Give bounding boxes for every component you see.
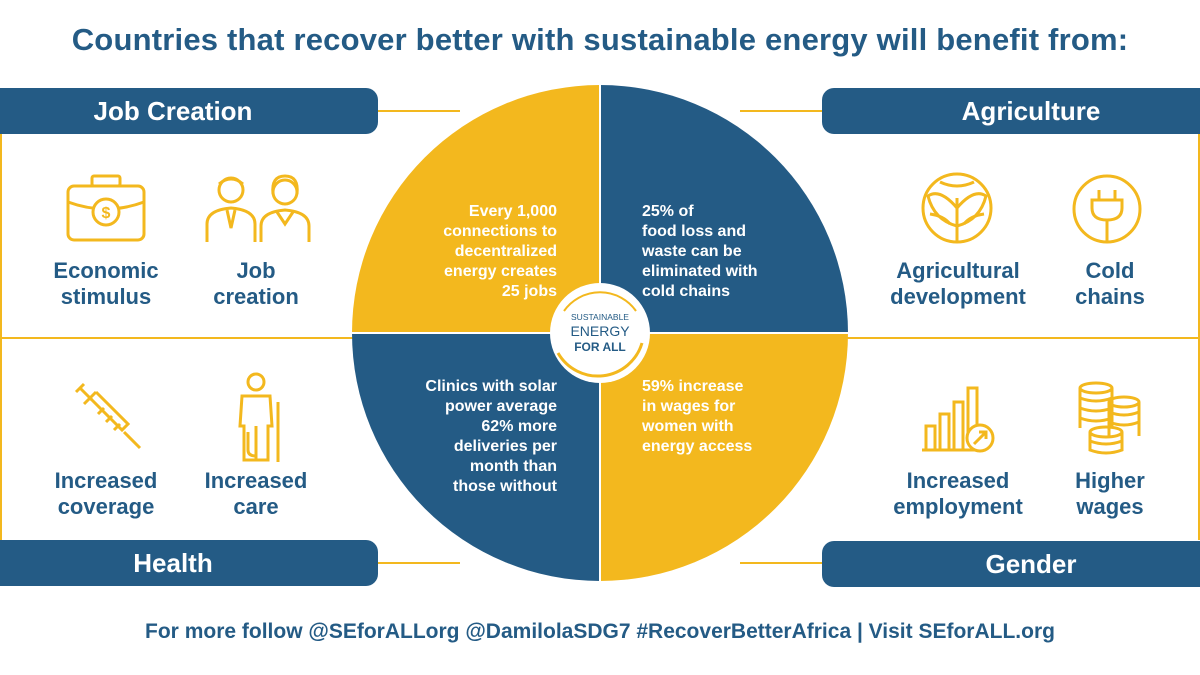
- label-cold-chains: Cold chains: [1060, 258, 1160, 310]
- label-line: Higher: [1075, 468, 1145, 493]
- logo-text-energy: ENERGY: [570, 323, 630, 339]
- label-line: employment: [893, 494, 1023, 519]
- divider-line: [0, 337, 360, 339]
- label-line: chains: [1075, 284, 1145, 309]
- quad-line: 62% more: [481, 418, 557, 435]
- label-higher-wages: Higher wages: [1060, 468, 1160, 520]
- heading-label: Gender: [985, 548, 1077, 579]
- frame-line-right: [1198, 134, 1200, 540]
- quad-line: cold chains: [642, 283, 731, 300]
- svg-text:$: $: [102, 205, 111, 222]
- heading-label: Agriculture: [961, 95, 1101, 126]
- label-line: Job: [236, 258, 276, 283]
- syringe-icon: [74, 382, 142, 450]
- heading-job-creation: Job Creation: [0, 88, 378, 134]
- quad-line: women with: [642, 418, 734, 435]
- divider-line: [840, 337, 1200, 339]
- quad-line: decentralized: [454, 243, 557, 260]
- label-line: Increased: [54, 468, 158, 493]
- quad-line: those without: [453, 478, 557, 495]
- label-line: Economic: [53, 258, 159, 283]
- footer-social-links: For more follow @SEforALLorg @DamilolaSD…: [145, 620, 1055, 643]
- connector-line: [740, 110, 822, 112]
- quad-line: waste can be: [642, 243, 742, 260]
- person-crutch-icon: [238, 372, 280, 462]
- label-economic-stimulus: Economic stimulus: [40, 258, 172, 310]
- label-line: coverage: [57, 494, 155, 519]
- label-line: creation: [213, 284, 299, 309]
- label-line: development: [890, 284, 1026, 309]
- quad-line: 25% of: [642, 203, 694, 220]
- connector-line: [378, 110, 460, 112]
- infographic-title: Countries that recover better with susta…: [71, 22, 1129, 57]
- quad-line: month than: [469, 458, 557, 475]
- frame-line-left: [0, 134, 2, 540]
- heading-agriculture: Agriculture: [822, 88, 1200, 134]
- center-pie: SUSTAINABLE ENERGY FOR ALL: [352, 85, 848, 581]
- quad-line: connections to: [443, 223, 557, 240]
- cabbage-icon: [921, 172, 993, 244]
- label-line: Increased: [906, 468, 1010, 493]
- quadrant-text-bottom-left: Clinics with solar power average 62% mor…: [425, 377, 557, 497]
- label-line: stimulus: [60, 284, 152, 309]
- plug-icon: [1072, 174, 1142, 244]
- label-increased-care: Increased care: [196, 468, 316, 520]
- quad-line: food loss and: [642, 223, 746, 240]
- quadrant-top-right: [600, 85, 848, 333]
- quad-line: Clinics with solar: [425, 378, 557, 395]
- logo-text-for-all: FOR ALL: [574, 340, 626, 354]
- label-line: care: [233, 494, 279, 519]
- label-line: Increased: [204, 468, 308, 493]
- heading-health: Health: [0, 540, 378, 586]
- label-line: Cold: [1085, 258, 1135, 283]
- logo-swoosh: [556, 342, 644, 378]
- label-line: Agricultural: [896, 258, 1020, 283]
- quad-line: deliveries per: [453, 438, 557, 455]
- bar-growth-icon: [922, 386, 995, 453]
- quadrant-top-left: [352, 85, 600, 333]
- two-people-icon: [205, 174, 311, 242]
- heading-label: Job Creation: [93, 95, 253, 126]
- quad-line: 59% increase: [642, 378, 744, 395]
- quadrant-bottom-right: [600, 333, 848, 581]
- quad-line: power average: [444, 398, 557, 415]
- quad-line: eliminated with: [642, 263, 758, 280]
- quad-line: energy access: [642, 438, 753, 455]
- label-job-creation: Job creation: [196, 258, 316, 310]
- label-line: wages: [1076, 494, 1144, 519]
- coin-stacks-icon: [1078, 381, 1141, 455]
- connector-line: [378, 562, 460, 564]
- quad-line: energy creates: [444, 263, 557, 280]
- logo-circle: [550, 283, 650, 383]
- quadrant-text-top-left: Every 1,000 connections to decentralized…: [443, 202, 557, 302]
- label-increased-coverage: Increased coverage: [40, 468, 172, 520]
- quadrant-text-top-right: 25% of food loss and waste can be elimin…: [642, 202, 758, 302]
- label-increased-employment: Increased employment: [880, 468, 1036, 520]
- quad-line: 25 jobs: [501, 283, 557, 300]
- logo-text-sustainable: SUSTAINABLE: [571, 312, 629, 322]
- heading-gender: Gender: [822, 541, 1200, 587]
- quad-line: in wages for: [642, 398, 736, 415]
- quad-line: Every 1,000: [468, 203, 557, 220]
- briefcase-dollar-icon: $: [66, 174, 146, 242]
- label-agricultural-development: Agricultural development: [880, 258, 1036, 310]
- connector-line: [740, 562, 822, 564]
- quadrant-bottom-left: [352, 333, 600, 581]
- heading-label: Health: [133, 547, 213, 578]
- quadrant-text-bottom-right: 59% increase in wages for women with ene…: [642, 377, 752, 457]
